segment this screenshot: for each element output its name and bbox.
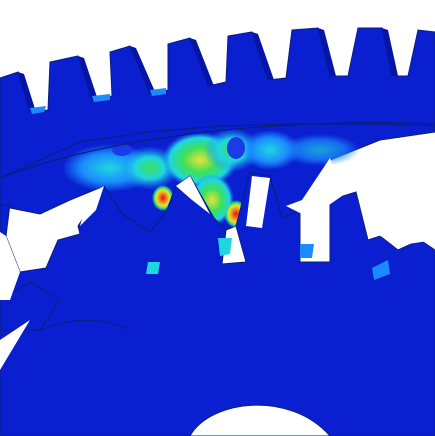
large-gear-tooth-flanks (18, 28, 398, 112)
pinion-gear-body (0, 171, 435, 436)
tooth-gaps (0, 148, 435, 370)
pinion-edge-line (39, 319, 131, 331)
large-gear (0, 27, 435, 179)
stress-zone-right (240, 130, 300, 170)
rim-outline (0, 122, 435, 179)
low-pocket-2 (112, 144, 132, 156)
rim-section (0, 122, 435, 233)
pinion-contact-highlights (146, 238, 390, 280)
pinion-bore (189, 404, 331, 436)
pinion-gear (0, 148, 435, 436)
upper-tooth-contact-highlights (30, 88, 166, 114)
stress-zone-far-right (280, 134, 360, 166)
pinion-tooth-lower-left (0, 281, 61, 331)
low-pocket-1 (227, 137, 245, 159)
